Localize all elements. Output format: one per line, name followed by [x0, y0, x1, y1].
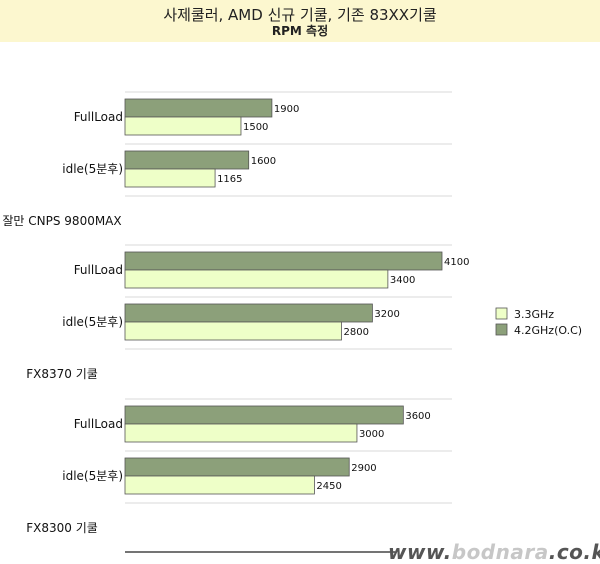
group-label: FX8300 기쿨: [26, 521, 98, 535]
bar: [124, 116, 242, 136]
bar: [124, 251, 443, 271]
data-label: 3400: [390, 275, 415, 286]
title-band: [0, 0, 600, 42]
bar: [124, 321, 342, 341]
legend-label: 4.2GHz(O.C): [514, 324, 582, 337]
bar: [124, 303, 373, 323]
bar: [124, 269, 389, 289]
legend-swatch: [495, 307, 508, 320]
data-label: 1600: [251, 156, 276, 167]
data-label: 1900: [274, 104, 299, 115]
category-label: idle(5분후): [62, 315, 123, 329]
watermark-brand: bodnara: [451, 540, 549, 564]
data-label: 2900: [351, 463, 376, 474]
group-label: FX8370 기쿨: [26, 367, 98, 381]
category-label: idle(5분후): [62, 469, 123, 483]
category-label: FullLoad: [74, 263, 123, 277]
data-label: 3200: [374, 309, 399, 320]
watermark-suffix: .co.kr: [548, 540, 600, 564]
data-label: 3000: [359, 429, 384, 440]
watermark: www.bodnara.co.kr: [388, 540, 600, 564]
data-label: 1165: [217, 174, 242, 185]
bar: [124, 405, 404, 425]
chart-subtitle: RPM 측정: [271, 24, 329, 38]
watermark-prefix: www.: [388, 540, 452, 564]
bar: [124, 475, 315, 495]
chart-title: 사제쿨러, AMD 신규 기쿨, 기존 83XX기쿨: [163, 6, 437, 24]
bar: [124, 98, 273, 118]
bar: [124, 423, 358, 443]
category-label: FullLoad: [74, 110, 123, 124]
data-label: 2800: [343, 327, 368, 338]
group-label: 잘만 CNPS 9800MAX: [2, 214, 121, 228]
data-label: 4100: [444, 257, 469, 268]
legend-swatch: [495, 323, 508, 336]
category-label: FullLoad: [74, 417, 123, 431]
data-label: 2450: [316, 481, 341, 492]
bar: [124, 150, 250, 170]
legend-label: 3.3GHz: [514, 308, 554, 321]
data-label: 3600: [405, 411, 430, 422]
bar: [124, 168, 216, 188]
bar: [124, 457, 350, 477]
data-label: 1500: [243, 122, 268, 133]
category-label: idle(5분후): [62, 162, 123, 176]
